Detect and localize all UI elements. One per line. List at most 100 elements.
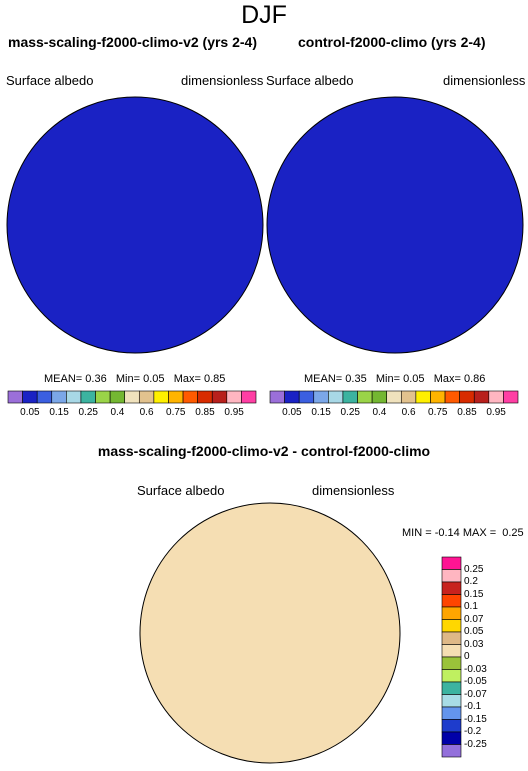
colorbar-difference — [441, 556, 462, 758]
colorbar-swatch — [284, 390, 300, 404]
colorbar-swatch — [66, 390, 82, 404]
colorbar-tick-label: 0.95 — [486, 407, 506, 418]
colorbar-swatch — [7, 390, 23, 404]
diff-variable: Surface albedo — [137, 483, 225, 498]
colorbar-swatch — [441, 581, 462, 595]
colorbar-swatch — [313, 390, 329, 404]
colorbar-tick-label: 0.05 — [282, 407, 302, 418]
colorbar-swatch — [441, 719, 462, 733]
colorbar-swatch — [488, 390, 504, 404]
colorbar-swatch — [441, 594, 462, 608]
colorbar-tick-label: 0.05 — [464, 626, 484, 637]
colorbar-swatch — [298, 390, 315, 404]
colorbar-swatch — [124, 390, 140, 404]
colorbar-tick-label: -0.07 — [464, 688, 487, 700]
colorbar-swatch — [138, 390, 155, 404]
colorbar-swatch — [36, 390, 53, 404]
colorbar-swatch — [153, 390, 169, 404]
colorbar-tick-label: 0.05 — [20, 407, 40, 418]
colorbar-panel-2 — [269, 390, 519, 404]
colorbar-tick-label: 0.2 — [464, 576, 478, 587]
colorbar-tick-label: -0.15 — [464, 713, 487, 725]
panel1-title: mass-scaling-f2000-climo-v2 (yrs 2-4) — [8, 34, 257, 50]
panel1-stats: MEAN= 0.36 Min= 0.05 Max= 0.85 — [44, 373, 226, 385]
colorbar-swatch — [441, 606, 462, 620]
colorbar-swatch — [241, 390, 257, 404]
colorbar-tick-label: -0.2 — [464, 726, 482, 737]
colorbar-tick-label: 0 — [464, 651, 470, 662]
colorbar-swatch — [441, 569, 462, 583]
map-difference — [139, 502, 401, 764]
colorbar-tick-label: -0.03 — [464, 663, 487, 675]
panel1-max: 0.85 — [203, 373, 226, 385]
colorbar-swatch — [386, 390, 402, 404]
colorbar-tick-label: 0.25 — [340, 407, 360, 418]
colorbar-swatch — [441, 731, 462, 745]
colorbar-swatch — [168, 390, 184, 404]
colorbar-swatch — [400, 390, 417, 404]
colorbar-tick-label: -0.25 — [464, 738, 487, 750]
colorbar-tick-label: 0.75 — [428, 407, 448, 418]
colorbar-swatch — [444, 390, 460, 404]
colorbar-panel-1 — [7, 390, 257, 404]
colorbar-swatch — [441, 681, 462, 695]
colorbar-tick-label: 0.4 — [372, 407, 387, 418]
panel1-min: 0.05 — [143, 373, 165, 385]
colorbar-swatch — [415, 390, 431, 404]
panel1-units: dimensionless — [181, 73, 264, 88]
colorbar-swatch — [197, 390, 213, 404]
colorbar-swatch — [441, 706, 462, 720]
colorbar-swatch — [441, 644, 462, 658]
colorbar-tick-label: 0.03 — [464, 638, 484, 650]
colorbar-swatch — [357, 390, 373, 404]
colorbar-swatch — [371, 390, 388, 404]
diff-title: mass-scaling-f2000-climo-v2 - control-f2… — [97, 443, 431, 459]
colorbar-swatch — [473, 390, 490, 404]
colorbar-swatch — [182, 390, 198, 404]
colorbar-swatch — [95, 390, 111, 404]
colorbar-tick-label: -0.1 — [464, 701, 482, 712]
panel2-variable: Surface albedo — [266, 73, 354, 88]
panel1-mean: 0.36 — [85, 373, 107, 385]
colorbar-tick-label: 0.15 — [311, 407, 331, 418]
colorbar-swatch — [459, 390, 475, 404]
panel2-max: 0.86 — [463, 373, 486, 385]
panel2-units: dimensionless — [443, 73, 526, 88]
colorbar-swatch — [441, 656, 462, 670]
colorbar-swatch — [441, 556, 462, 570]
colorbar-swatch — [51, 390, 67, 404]
colorbar-tick-label: -0.05 — [464, 676, 487, 687]
panel2-stats: MEAN= 0.35 Min= 0.05 Max= 0.86 — [304, 373, 486, 385]
colorbar-swatch — [328, 390, 344, 404]
colorbar-tick-label: 0.85 — [457, 407, 477, 418]
colorbar-tick-label: 0.25 — [78, 407, 98, 418]
diff-units: dimensionless — [312, 483, 395, 498]
colorbar-swatch — [109, 390, 126, 404]
colorbar-tick-label: 0.6 — [139, 407, 154, 418]
map-panel-2 — [266, 96, 524, 354]
colorbar-tick-label: 0.4 — [110, 407, 125, 418]
colorbar-swatch — [226, 390, 242, 404]
colorbar-swatch — [430, 390, 446, 404]
panel2-title: control-f2000-climo (yrs 2-4) — [298, 34, 486, 50]
diff-stats: MIN = -0.14 MAX = 0.25 — [402, 527, 524, 539]
colorbar-swatch — [342, 390, 358, 404]
colorbar-tick-label: 0.6 — [401, 407, 416, 418]
colorbar-swatch — [211, 390, 228, 404]
colorbar-tick-label: 0.15 — [464, 588, 484, 600]
colorbar-tick-label: 0.85 — [195, 407, 215, 418]
colorbar-tick-label: 0.15 — [49, 407, 69, 418]
colorbar-tick-label: 0.75 — [166, 407, 186, 418]
colorbar-swatch — [441, 669, 462, 683]
colorbar-swatch — [441, 631, 462, 645]
map-panel-1 — [6, 96, 264, 354]
colorbar-tick-label: 0.25 — [464, 563, 484, 575]
season-title: DJF — [241, 1, 287, 29]
colorbar-tick-label: 0.95 — [224, 407, 244, 418]
panel1-variable: Surface albedo — [6, 73, 94, 88]
colorbar-swatch — [80, 390, 96, 404]
colorbar-tick-label: 0.07 — [464, 613, 484, 625]
colorbar-swatch — [503, 390, 519, 404]
panel2-mean: 0.35 — [345, 373, 367, 385]
